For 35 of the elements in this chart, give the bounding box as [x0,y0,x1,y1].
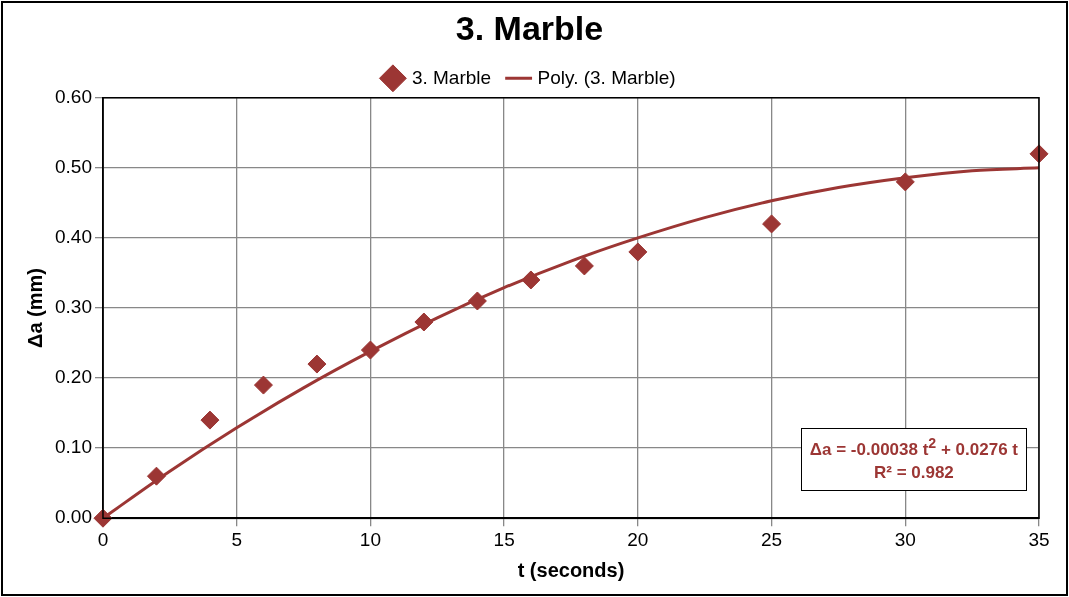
x-tick-label: 20 [627,528,649,550]
x-tick-label: 25 [761,528,783,550]
y-tick-label: 0.10 [55,436,92,458]
point [895,172,915,192]
point [762,214,782,234]
y-tick-label: 0.20 [55,366,92,388]
y-tick-label: 0.00 [55,506,92,528]
x-tick-label: 15 [493,528,515,550]
point [360,340,380,360]
point [574,256,594,276]
legend-label: Poly. (3. Marble) [537,66,676,88]
y-tick-label: 0.30 [55,296,92,318]
x-tick-label: 35 [1028,528,1050,550]
point [521,270,541,290]
annotation: R² = 0.982 [872,462,955,485]
x-tick-label: 5 [231,528,242,550]
point [93,508,113,528]
y-axis-title: Δa (mm) [23,268,46,348]
y-tick-label: 0.50 [55,156,92,178]
x-tick-label: 30 [894,528,916,550]
point [253,375,273,395]
point [628,242,648,262]
x-tick-label: 10 [359,528,381,550]
point [414,312,434,332]
legend-label: 3. Marble [411,66,492,88]
annotation: Δa = -0.00038 t$^{2}$ + 0.0276 t [809,434,1018,462]
point [307,354,327,374]
point [467,291,487,311]
y-tick-label: 0.60 [55,86,92,108]
y-tick-label: 0.40 [55,226,92,248]
x-tick-label: 0 [97,528,109,550]
x-axis-title: t (seconds) [517,558,625,581]
point [200,410,220,430]
chart-title: 3. Marble [455,8,604,47]
point [146,466,166,486]
